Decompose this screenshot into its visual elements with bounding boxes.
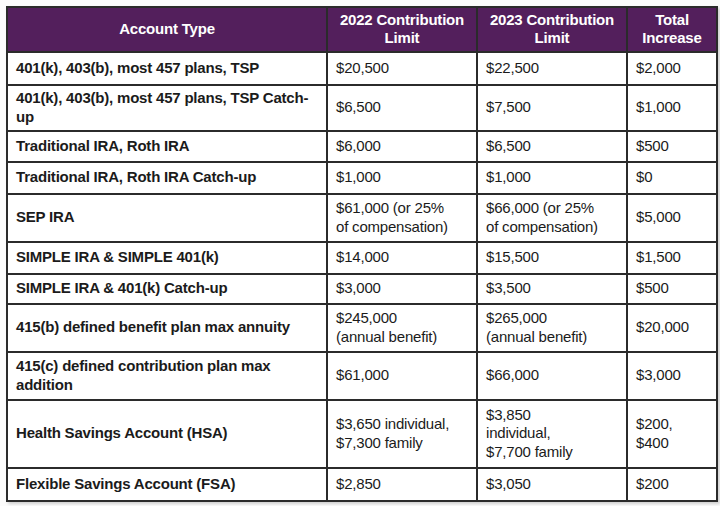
increase-cell: $3,000 — [627, 352, 717, 400]
header-account-type: Account Type — [7, 7, 327, 52]
account-type-cell: SIMPLE IRA & SIMPLE 401(k) — [7, 242, 327, 274]
account-type-cell: Health Savings Account (HSA) — [7, 400, 327, 468]
limit-2022-cell: $3,000 — [327, 274, 477, 304]
limit-2023-cell: $66,000 (or 25% of compensation) — [477, 194, 627, 242]
limit-2023-cell: $6,500 — [477, 131, 627, 162]
limit-2022-cell: $61,000 (or 25% of compensation) — [327, 194, 477, 242]
table-row: SIMPLE IRA & SIMPLE 401(k) $14,000 $15,5… — [7, 242, 717, 274]
limit-2022-cell: $6,500 — [327, 85, 477, 131]
header-row: Account Type 2022 Contribution Limit 202… — [7, 7, 717, 52]
limit-2023-cell: $3,500 — [477, 274, 627, 304]
account-type-cell: 401(k), 403(b), most 457 plans, TSP Catc… — [7, 85, 327, 131]
limit-2023-cell: $3,050 — [477, 468, 627, 501]
limit-2023-cell: $1,000 — [477, 162, 627, 194]
account-type-cell: SEP IRA — [7, 194, 327, 242]
account-type-cell: Flexible Savings Account (FSA) — [7, 468, 327, 501]
table-row: SIMPLE IRA & 401(k) Catch-up $3,000 $3,5… — [7, 274, 717, 304]
account-type-cell: Traditional IRA, Roth IRA — [7, 131, 327, 162]
table-row: Health Savings Account (HSA) $3,650 indi… — [7, 400, 717, 468]
increase-cell: $1,000 — [627, 85, 717, 131]
account-type-cell: 415(c) defined contribution plan max add… — [7, 352, 327, 400]
increase-cell: $500 — [627, 274, 717, 304]
limit-2022-cell: $20,500 — [327, 52, 477, 85]
account-type-cell: 401(k), 403(b), most 457 plans, TSP — [7, 52, 327, 85]
limit-2023-cell: $15,500 — [477, 242, 627, 274]
increase-cell: $200, $400 — [627, 400, 717, 468]
limit-2022-cell: $245,000 (annual benefit) — [327, 304, 477, 352]
limit-2022-cell: $14,000 — [327, 242, 477, 274]
account-type-cell: 415(b) defined benefit plan max annuity — [7, 304, 327, 352]
table-row: Traditional IRA, Roth IRA Catch-up $1,00… — [7, 162, 717, 194]
table-row: SEP IRA $61,000 (or 25% of compensation)… — [7, 194, 717, 242]
limit-2023-cell: $265,000 (annual benefit) — [477, 304, 627, 352]
table-row: 415(c) defined contribution plan max add… — [7, 352, 717, 400]
account-type-cell: Traditional IRA, Roth IRA Catch-up — [7, 162, 327, 194]
account-type-cell: SIMPLE IRA & 401(k) Catch-up — [7, 274, 327, 304]
limit-2023-cell: $3,850 individual, $7,700 family — [477, 400, 627, 468]
table-row: 415(b) defined benefit plan max annuity … — [7, 304, 717, 352]
limit-2022-cell: $6,000 — [327, 131, 477, 162]
increase-cell: $20,000 — [627, 304, 717, 352]
table-row: Flexible Savings Account (FSA) $2,850 $3… — [7, 468, 717, 501]
header-2023-limit: 2023 Contribution Limit — [477, 7, 627, 52]
limit-2022-cell: $3,650 individual, $7,300 family — [327, 400, 477, 468]
contribution-limits-table-wrap: Account Type 2022 Contribution Limit 202… — [6, 6, 718, 502]
limit-2022-cell: $2,850 — [327, 468, 477, 501]
table-row: Traditional IRA, Roth IRA $6,000 $6,500 … — [7, 131, 717, 162]
increase-cell: $0 — [627, 162, 717, 194]
increase-cell: $1,500 — [627, 242, 717, 274]
increase-cell: $500 — [627, 131, 717, 162]
header-total-increase: Total Increase — [627, 7, 717, 52]
increase-cell: $200 — [627, 468, 717, 501]
limit-2023-cell: $66,000 — [477, 352, 627, 400]
header-2022-limit: 2022 Contribution Limit — [327, 7, 477, 52]
limit-2022-cell: $61,000 — [327, 352, 477, 400]
limit-2022-cell: $1,000 — [327, 162, 477, 194]
contribution-limits-table: Account Type 2022 Contribution Limit 202… — [6, 6, 718, 502]
table-row: 401(k), 403(b), most 457 plans, TSP Catc… — [7, 85, 717, 131]
limit-2023-cell: $22,500 — [477, 52, 627, 85]
limit-2023-cell: $7,500 — [477, 85, 627, 131]
increase-cell: $5,000 — [627, 194, 717, 242]
table-row: 401(k), 403(b), most 457 plans, TSP $20,… — [7, 52, 717, 85]
increase-cell: $2,000 — [627, 52, 717, 85]
